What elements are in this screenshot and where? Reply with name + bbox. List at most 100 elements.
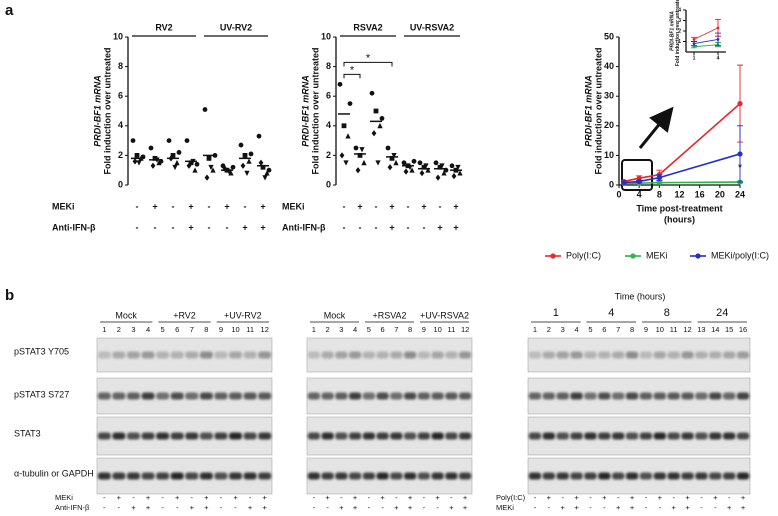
data-point [208,164,214,171]
blot-band [431,351,444,359]
treatment-sign: + [547,493,552,502]
data-point [621,180,627,186]
treatment-sign: + [146,503,151,512]
blot-band [653,432,667,440]
y-tick-label: 6 [118,91,123,101]
treatment-sign: + [408,493,413,502]
panel-label: a [5,2,14,19]
blot-band [417,472,431,480]
treatment-sign: + [435,493,440,502]
treatment-sign: + [357,201,362,211]
data-point [341,123,347,129]
blot-band [445,432,458,440]
data-point [339,152,345,159]
lane-number: 14 [711,325,719,334]
y-axis-label: PRDI-BF1 mRNA [92,75,102,147]
lane-number: 8 [204,325,208,334]
y-tick-label: 0 [118,179,123,189]
group-header: RV2 [155,22,172,32]
blot-band [445,472,458,480]
blot-band [431,472,444,480]
blot-band [736,392,750,400]
y-tick-label: 4 [118,120,123,130]
zoom-arrow [638,106,674,149]
treatment-sign: - [534,493,537,502]
blot-band [403,351,417,359]
treatment-sign: + [463,503,468,512]
treatment-sign: - [439,201,442,211]
blot-membrane [306,337,473,373]
treatment-sign: - [132,493,135,502]
data-point [202,107,208,112]
blot-band [417,432,431,440]
lane-group-label: +RSVA2 [372,310,406,320]
blot-band [542,351,556,359]
treatment-sign: - [589,493,592,502]
lane-group-label: +UV-RSVA2 [420,310,469,320]
treatment-sign: + [713,493,718,502]
group-header: UV-RSVA2 [410,22,454,32]
treatment-sign: + [421,201,426,211]
treatment-sign: - [249,493,252,502]
data-point [457,170,463,176]
lane-number: 10 [656,325,664,334]
treatment-sign: + [325,493,330,502]
blot-band [722,392,736,400]
y-tick-label: 10 [113,31,123,41]
lane-number: 3 [131,325,135,334]
treatment-sign: + [574,503,579,512]
blot-band [243,392,257,400]
blot-band [170,351,184,359]
blot-band [362,472,376,480]
data-point [230,164,236,170]
data-point [411,158,417,164]
data-point [441,170,447,176]
y-tick-label: 3 [678,18,681,24]
blot-band [681,432,694,440]
lane-number: 4 [353,325,357,334]
blot-band [390,351,403,359]
data-point [343,160,349,166]
blot-membrane [96,377,273,415]
data-point [150,162,156,169]
treatment-sign: - [340,493,343,502]
treatment-sign: - [423,503,426,512]
treatment-sign: - [191,493,194,502]
treatment-sign: - [226,222,229,232]
treatment-sign: - [103,503,106,512]
data-point [385,145,391,151]
blot-band [141,472,155,480]
lane-group-label: 24 [716,307,728,319]
treatment-sign: + [741,493,746,502]
treatment-sign: - [436,503,439,512]
blot-band [228,351,243,359]
treatment-sign: - [548,503,551,512]
data-point [417,160,423,166]
treatment-sign: - [407,222,410,232]
treatment-sign: - [343,201,346,211]
lane-number: 5 [161,325,165,334]
data-point [359,147,365,153]
lane-number: 10 [231,325,239,334]
y-axis-label: PRDI-BF1 mRNA [669,11,675,51]
blot-band [97,392,111,400]
blot-band [403,432,417,440]
blot-band [653,351,667,359]
blot-band [431,392,444,400]
lane-number: 9 [422,325,426,334]
treatment-sign: - [659,503,662,512]
blot-band [97,351,111,359]
treatment-sign: - [672,493,675,502]
y-tick-label: 6 [326,91,331,101]
blot-band [722,351,736,359]
x-tick-label: 1 [693,55,696,61]
blot-band [709,472,722,480]
treatment-label: MEKi [55,493,73,502]
data-point [353,145,359,151]
blot-band [556,392,569,400]
blot-band [417,351,431,359]
legend-label: MEKi [646,250,668,260]
treatment-sign: - [381,503,384,512]
data-point [238,142,244,148]
y-axis-label: Fold induction over untreated [311,47,321,174]
